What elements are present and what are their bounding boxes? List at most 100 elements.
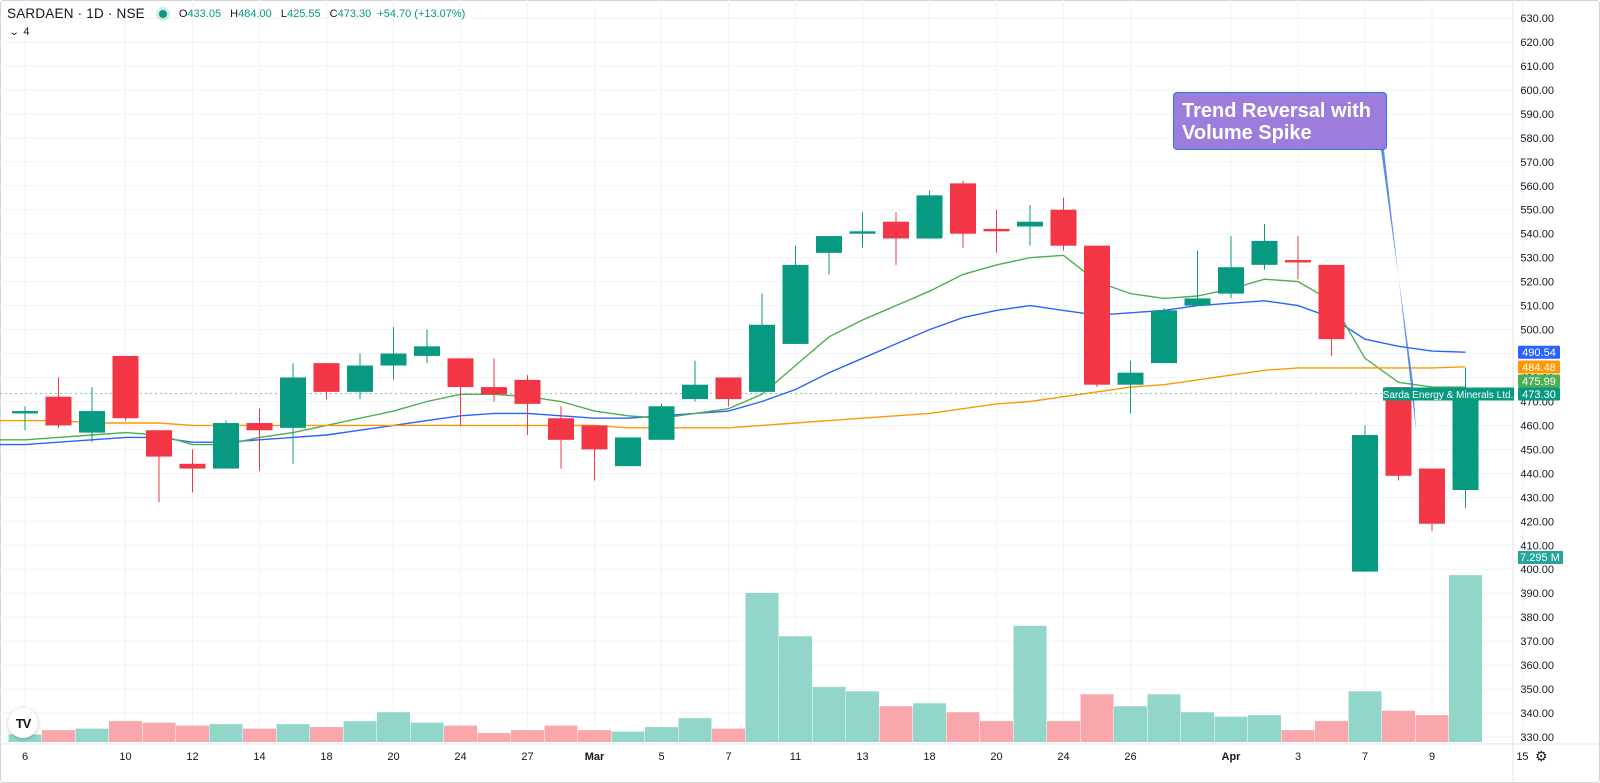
price-tag-bg — [1518, 345, 1560, 359]
annotation-callout[interactable]: Trend Reversal with Volume Spike — [1173, 92, 1387, 150]
volume-bar — [745, 593, 779, 742]
indicator-toggle[interactable]: ⌄ 4 — [8, 26, 30, 38]
price-tag-label: 490.54 — [1522, 347, 1556, 359]
time-tick-label: 13 — [856, 751, 868, 763]
candle-body — [1184, 298, 1211, 306]
time-tick-label: 20 — [387, 751, 399, 763]
price-tick-label: 360.00 — [1520, 660, 1554, 672]
annotation-line-1: Trend Reversal with — [1182, 100, 1371, 122]
price-tick-label: 540.00 — [1520, 229, 1554, 241]
volume-bar — [109, 721, 142, 742]
candle-body — [648, 406, 675, 440]
gear-icon[interactable]: ⚙ — [1535, 748, 1548, 764]
price-tick-label: 510.00 — [1520, 301, 1554, 313]
time-tick-label: 6 — [22, 751, 28, 763]
chevron-down-icon[interactable]: ⌄ — [8, 26, 20, 38]
volume-bar — [1214, 716, 1248, 742]
price-tick-label: 410.00 — [1520, 540, 1554, 552]
high-value: 484.00 — [238, 7, 272, 20]
volume-bar — [544, 725, 578, 742]
volume-bar — [980, 721, 1013, 742]
candle-body — [1117, 372, 1144, 385]
price-tick-label: 460.00 — [1520, 420, 1554, 432]
volume-bar — [678, 718, 712, 742]
volume-bar — [243, 728, 276, 742]
candle-body — [146, 430, 172, 457]
tradingview-logo[interactable]: TV — [8, 708, 38, 738]
volume-bar — [511, 730, 544, 742]
symbol-legend: SARDAEN · 1D · NSE O433.05 H484.00 L425.… — [7, 6, 465, 21]
time-tick-label: 26 — [1124, 751, 1136, 763]
price-tick-label: 590.00 — [1520, 109, 1554, 121]
close-label: C — [329, 7, 338, 20]
close-value: 473.30 — [337, 7, 372, 20]
candle-body — [380, 353, 407, 366]
candle-body — [179, 463, 206, 469]
candle-body — [816, 236, 842, 253]
volume-bar — [142, 722, 176, 742]
candle-body — [1452, 393, 1479, 491]
candle-body — [1084, 245, 1110, 385]
volume-bar — [812, 686, 846, 742]
candle-body — [1050, 209, 1077, 246]
price-tag-label: 484.48 — [1522, 362, 1556, 374]
candle-body — [1218, 267, 1244, 294]
volume-bar — [1449, 575, 1482, 742]
price-tag-label: 473.30 — [1522, 389, 1556, 401]
price-tick-label: 520.00 — [1520, 277, 1554, 289]
price-tick-label: 620.00 — [1520, 37, 1554, 49]
volume-bar — [846, 691, 879, 742]
volume-bar — [1181, 712, 1214, 742]
time-tick-label: 11 — [790, 751, 801, 763]
candle-body — [883, 221, 909, 239]
time-tick-label: 3 — [1295, 751, 1301, 763]
volume-tag-bg — [1518, 551, 1563, 564]
candle-body — [1318, 264, 1345, 340]
volume-bar — [310, 727, 343, 742]
price-tick-label: 530.00 — [1520, 253, 1554, 265]
candle-body — [916, 195, 943, 239]
price-tick-label: 400.00 — [1520, 564, 1554, 576]
price-tick-label: 430.00 — [1520, 492, 1554, 504]
candle-body — [983, 228, 1010, 232]
volume-bar — [176, 725, 209, 742]
candle-body — [1285, 260, 1311, 263]
candle-body — [347, 365, 373, 392]
price-tag-label: 475.99 — [1522, 376, 1556, 388]
symbol-tag-label: Sarda Energy & Minerals Ltd. — [1383, 390, 1514, 401]
volume-bar — [410, 722, 444, 742]
symbol-title[interactable]: SARDAEN · 1D · NSE — [7, 6, 145, 21]
candle-body — [682, 384, 708, 400]
volume-bar — [1348, 691, 1382, 742]
time-tick-label: 24 — [454, 751, 466, 763]
price-tag-bg — [1518, 360, 1560, 374]
logo-text: TV — [15, 715, 32, 731]
volume-bar — [578, 730, 611, 742]
price-tick-label: 610.00 — [1520, 61, 1554, 73]
candle-body — [79, 411, 105, 433]
price-tick-label: 500.00 — [1520, 325, 1554, 337]
candle-body — [313, 363, 340, 392]
volume-bar — [42, 730, 75, 742]
time-tick-label: 10 — [119, 751, 131, 763]
candle-body — [280, 377, 306, 428]
change-value: +54.70 (+13.07%) — [377, 7, 466, 20]
moving-average-line-2 — [0, 254, 1466, 446]
candle-body — [414, 346, 440, 356]
volume-bar — [1147, 694, 1181, 742]
time-tick-label: 12 — [186, 751, 198, 763]
candle-body — [1017, 221, 1043, 227]
volume-bar — [276, 724, 310, 742]
price-tick-label: 440.00 — [1520, 468, 1554, 480]
candle-body — [112, 355, 139, 419]
volume-bar — [1281, 730, 1315, 742]
volume-bar — [1415, 715, 1449, 742]
candle-body — [246, 423, 273, 431]
price-tick-label: 330.00 — [1520, 732, 1554, 744]
volume-bar — [779, 636, 812, 742]
time-tick-label: 7 — [725, 751, 731, 763]
price-tick-label: 550.00 — [1520, 205, 1554, 217]
volume-bar — [946, 712, 980, 742]
time-tick-label: Apr — [1222, 751, 1242, 763]
